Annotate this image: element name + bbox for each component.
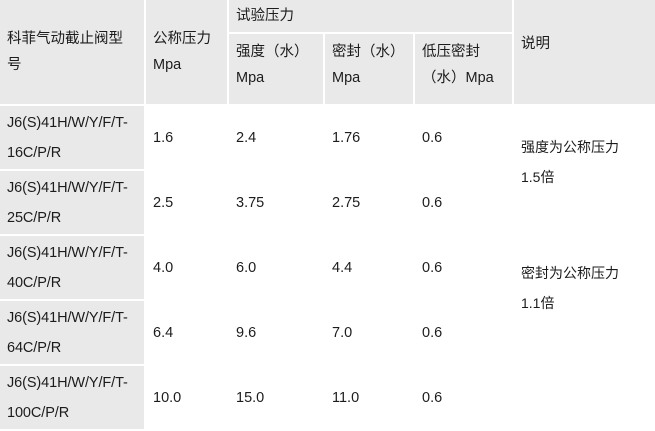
- table-row-low-pressure-seal: 0.6: [422, 259, 443, 276]
- table-row-nominal-pressure: 4.0: [153, 259, 174, 276]
- header-test-pressure-group: 试验压力: [229, 0, 512, 32]
- table-row-strength-water: 3.75: [236, 194, 265, 211]
- table-row-strength-water: 9.6: [236, 324, 257, 341]
- table-row-low-pressure-seal: 0.6: [422, 129, 443, 146]
- table-row-nominal-pressure: 6.4: [153, 324, 174, 341]
- table-row-seal-water: 4.4: [332, 259, 353, 276]
- table-row-model: J6(S)41H/W/Y/F/T-16C/P/R: [0, 106, 144, 169]
- table-row-nominal-pressure: 1.6: [153, 129, 174, 146]
- header-seal-water: 密封（水） Mpa: [325, 34, 413, 104]
- table-row-strength-water: 2.4: [236, 129, 257, 146]
- table-row-low-pressure-seal: 0.6: [422, 324, 443, 341]
- table-row-model: J6(S)41H/W/Y/F/T-64C/P/R: [0, 301, 144, 364]
- table-row-seal-water: 7.0: [332, 324, 353, 341]
- header-model-column: 科菲气动截止阀型号: [0, 0, 144, 104]
- remark-seal-note: 密封为公称压力 1.1倍: [521, 265, 619, 311]
- header-low-pressure-seal: 低压密封 （水）Mpa: [415, 34, 512, 104]
- table-row-nominal-pressure: 10.0: [153, 389, 182, 406]
- table-row-strength-water: 6.0: [236, 259, 257, 276]
- table-row-nominal-pressure: 2.5: [153, 194, 174, 211]
- table-row-low-pressure-seal: 0.6: [422, 389, 443, 406]
- table-row-seal-water: 11.0: [332, 389, 360, 406]
- remark-strength-note: 强度为公称压力 1.5倍: [521, 139, 619, 185]
- table-row-model: J6(S)41H/W/Y/F/T-100C/P/R: [0, 366, 144, 429]
- table-row-strength-water: 15.0: [236, 389, 265, 406]
- table-row-low-pressure-seal: 0.6: [422, 194, 443, 211]
- header-remark-column: 说明: [514, 0, 655, 104]
- header-strength-water: 强度（水） Mpa: [229, 34, 323, 104]
- table-row-seal-water: 1.76: [332, 129, 361, 146]
- table-row-model: J6(S)41H/W/Y/F/T-40C/P/R: [0, 236, 144, 299]
- table-row-model: J6(S)41H/W/Y/F/T-25C/P/R: [0, 171, 144, 234]
- header-nominal-pressure: 公称压力 Mpa: [146, 0, 227, 104]
- table-row-seal-water: 2.75: [332, 194, 361, 211]
